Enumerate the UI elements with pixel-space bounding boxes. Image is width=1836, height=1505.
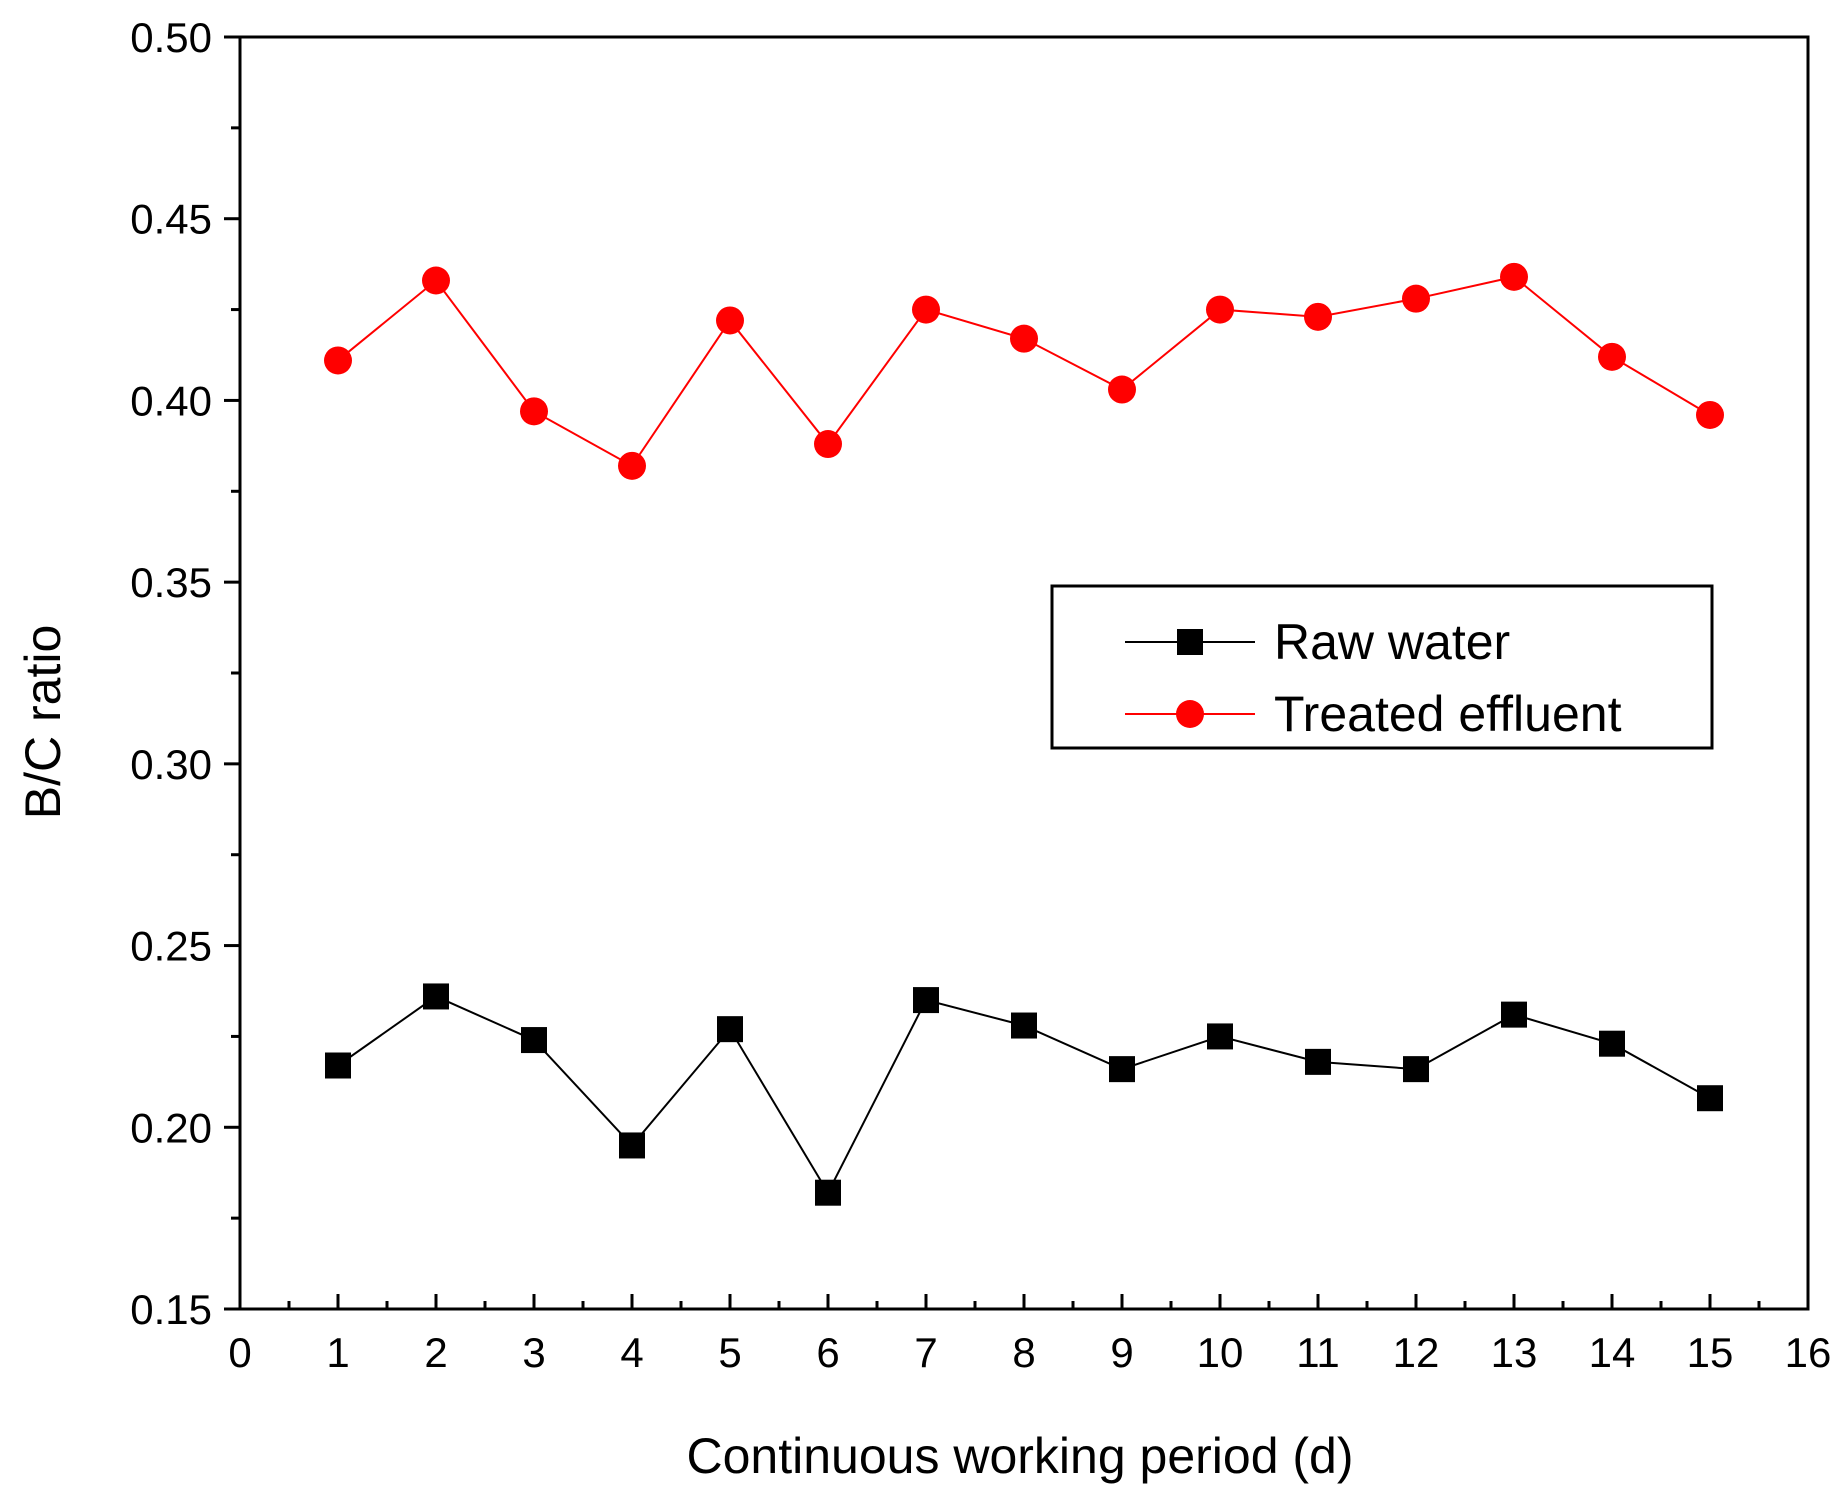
legend-label: Raw water: [1274, 614, 1510, 670]
x-tick-label: 3: [522, 1329, 545, 1376]
y-tick-label: 0.50: [130, 14, 212, 61]
data-point: [1010, 324, 1038, 353]
data-point: [619, 1132, 645, 1159]
data-point: [1697, 1085, 1723, 1112]
data-point: [325, 1052, 351, 1079]
data-point: [1108, 375, 1136, 404]
data-point: [1207, 1023, 1233, 1050]
data-point: [423, 983, 449, 1010]
y-tick-label: 0.35: [130, 559, 212, 606]
x-tick-label: 12: [1393, 1329, 1440, 1376]
x-tick-label: 10: [1197, 1329, 1244, 1376]
legend-box: [1050, 584, 1714, 750]
x-tick-label: 2: [424, 1329, 447, 1376]
legend-item: Raw water: [1125, 614, 1510, 670]
x-tick-label: 7: [914, 1329, 937, 1376]
data-point: [521, 1027, 547, 1054]
data-point: [815, 1179, 841, 1206]
data-point: [814, 430, 842, 459]
x-tick-label: 5: [718, 1329, 741, 1376]
legend-marker: [1177, 629, 1203, 655]
data-point: [1501, 1001, 1527, 1028]
data-point: [422, 266, 450, 295]
series-line: [337, 275, 1711, 468]
x-tick-label: 9: [1110, 1329, 1133, 1376]
y-tick-label: 0.25: [130, 923, 212, 970]
data-point: [618, 451, 646, 480]
x-tick-label: 14: [1589, 1329, 1636, 1376]
x-tick-label: 8: [1012, 1329, 1035, 1376]
data-point: [912, 295, 940, 324]
data-point: [1402, 284, 1430, 313]
legend: Raw water Treated effluent: [1050, 584, 1714, 750]
data-point: [1305, 1048, 1331, 1075]
data-point: [1696, 400, 1724, 429]
x-tick-label: 15: [1687, 1329, 1734, 1376]
x-tick-label: 1: [326, 1329, 349, 1376]
data-point: [1109, 1056, 1135, 1083]
data-point: [1403, 1056, 1429, 1083]
y-tick-label: 0.40: [130, 377, 212, 424]
data-point: [1500, 262, 1528, 291]
x-tick-label: 11: [1296, 1329, 1340, 1376]
y-axis-label: B/C ratio: [15, 625, 71, 820]
data-point: [1599, 1030, 1625, 1057]
data-point: [1206, 295, 1234, 324]
legend-item: Treated effluent: [1125, 686, 1622, 742]
x-tick-label: 13: [1491, 1329, 1538, 1376]
x-tick-label: 6: [816, 1329, 839, 1376]
data-point: [717, 1016, 743, 1043]
legend-marker: [1176, 700, 1204, 728]
y-tick-label: 0.30: [130, 741, 212, 788]
data-point: [324, 346, 352, 375]
y-tick-label: 0.15: [130, 1286, 212, 1333]
x-tick-label: 16: [1785, 1329, 1832, 1376]
series-treated-effluent: [324, 262, 1724, 480]
x-tick-label: 0: [228, 1329, 251, 1376]
data-point: [1011, 1012, 1037, 1039]
series-raw-water: [325, 983, 1723, 1206]
legend-label: Treated effluent: [1274, 686, 1622, 742]
data-point: [913, 987, 939, 1014]
y-tick-label: 0.20: [130, 1104, 212, 1151]
x-axis-label: Continuous working period (d): [686, 1428, 1353, 1484]
data-point: [1304, 302, 1332, 331]
data-point: [520, 397, 548, 426]
data-point: [1598, 342, 1626, 371]
data-point: [716, 306, 744, 335]
y-tick-label: 0.45: [130, 196, 212, 243]
x-tick-label: 4: [620, 1329, 643, 1376]
